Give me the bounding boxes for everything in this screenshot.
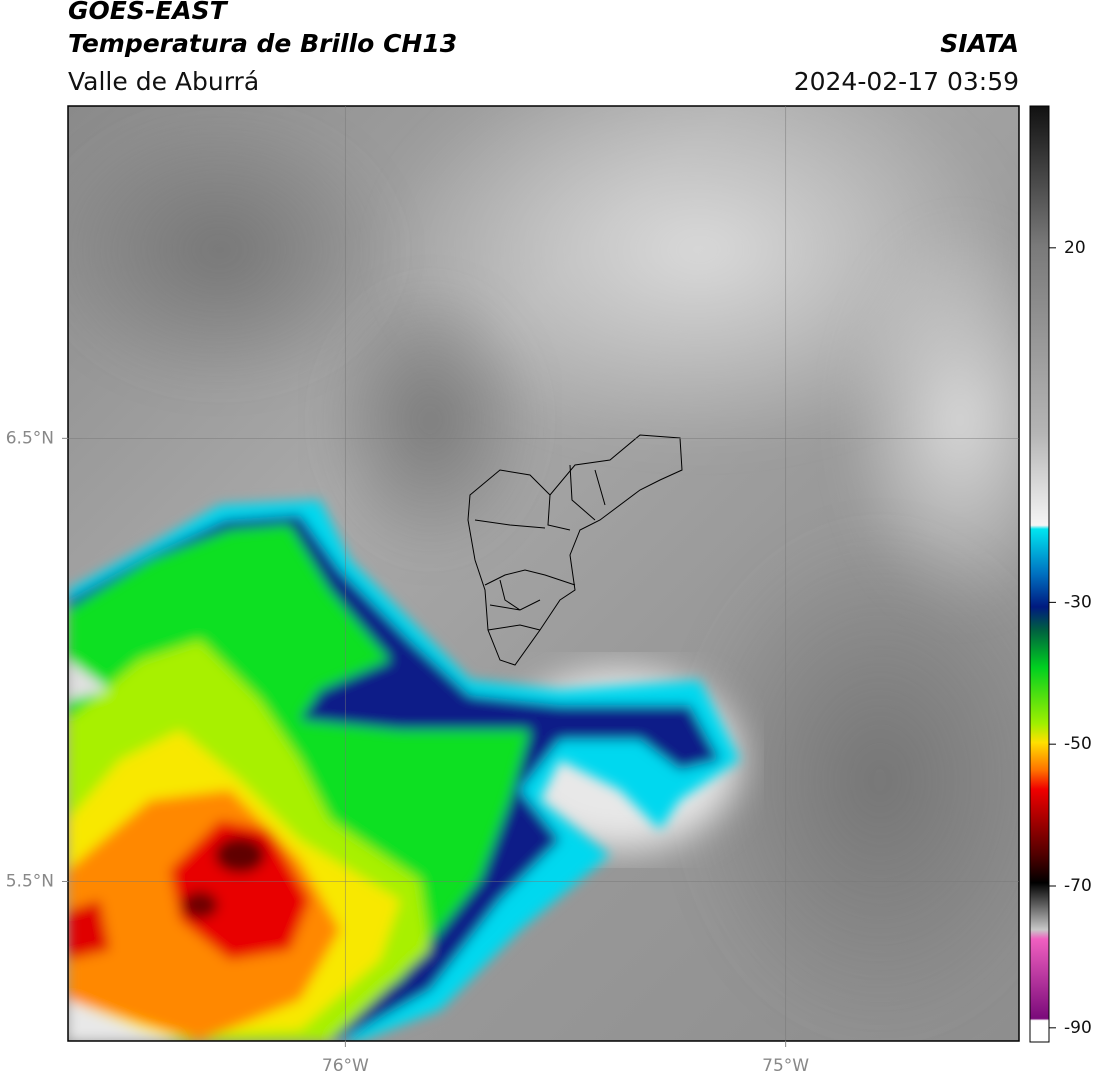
municipality-boundaries [467, 434, 683, 666]
title: GOES-EAST [68, 0, 229, 25]
y-tick-label: 5.5°N [6, 871, 54, 891]
colorbar-tick-label: -90 [1064, 1018, 1092, 1038]
satellite-image [68, 106, 1019, 1041]
map-frame [67, 105, 1020, 1042]
colorbar-tick-label: -30 [1064, 592, 1092, 612]
x-tick-label: 76°W [322, 1056, 369, 1076]
y-tick-label: 6.5°N [6, 428, 54, 448]
subtitle: Temperatura de Brillo CH13 [68, 29, 457, 58]
region: Valle de Aburrá [68, 67, 259, 96]
datetime: 2024-02-17 03:59 [794, 67, 1019, 96]
colorbar [1029, 105, 1050, 1043]
x-tick-label: 75°W [762, 1056, 809, 1076]
colorbar-tick-label: -70 [1064, 876, 1092, 896]
graticule [68, 106, 1019, 1041]
colorbar-tick-label: -50 [1064, 734, 1092, 754]
source: SIATA [940, 29, 1019, 58]
colorbar-tick-label: 20 [1064, 238, 1086, 258]
